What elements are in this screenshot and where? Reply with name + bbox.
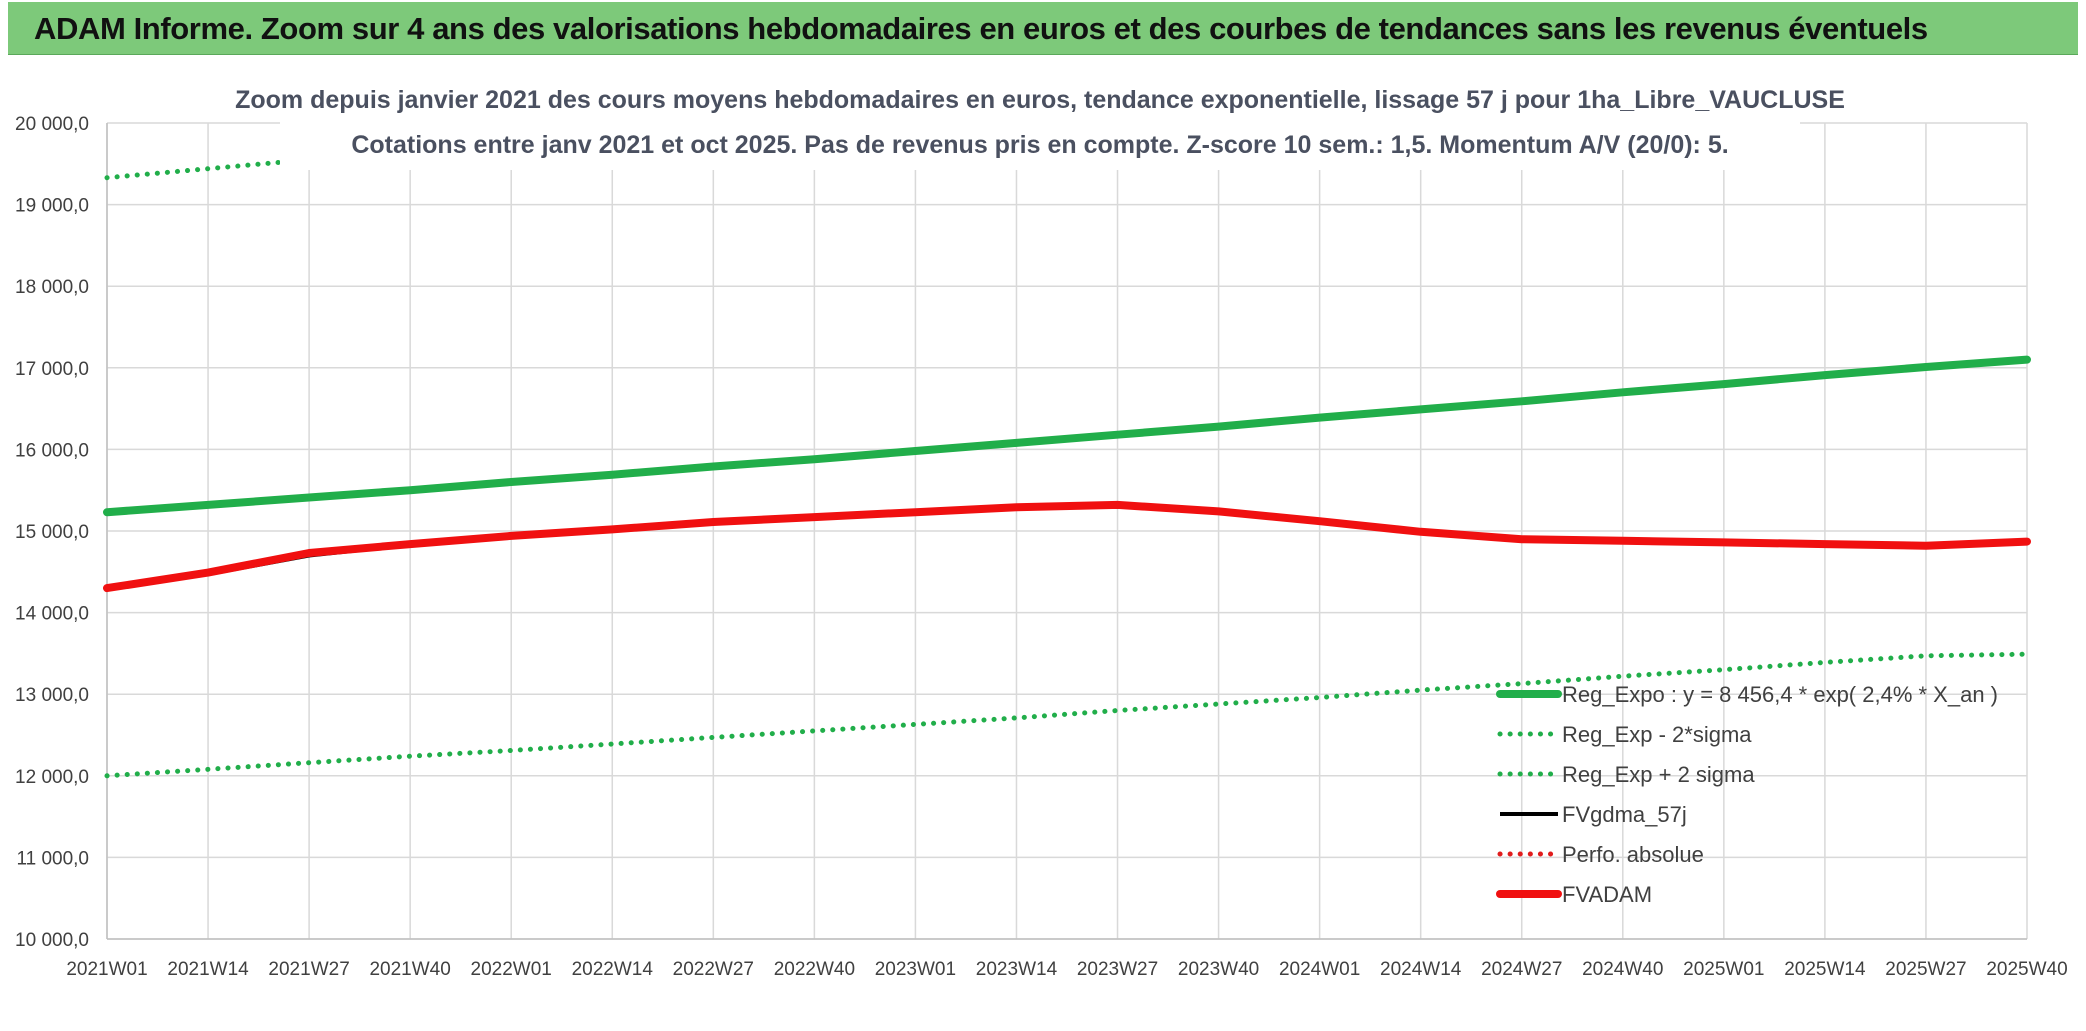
x-tick-label: 2021W14 [167, 959, 249, 980]
y-tick-label: 11 000,0 [16, 848, 89, 869]
x-tick-labels: 2021W01 2021W14 2021W27 2021W40 2022W01 2022W… [66, 959, 2067, 980]
x-tick-label: 2022W27 [673, 959, 754, 980]
x-tick-label: 2025W27 [1885, 959, 1966, 980]
x-tick-label: 2024W14 [1380, 959, 1462, 980]
x-tick-label: 2022W40 [774, 959, 855, 980]
legend-label-2: Reg_Exp + 2 sigma [1562, 762, 1755, 787]
y-tick-label: 17 000,0 [15, 359, 89, 380]
y-tick-label: 10 000,0 [15, 930, 89, 951]
legend: Reg_Expo : y = 8 456,4 * exp( 2,4% * X_a… [1496, 682, 1998, 907]
y-tick-label: 19 000,0 [15, 196, 89, 217]
y-tick-label: 15 000,0 [15, 522, 89, 543]
series-line-5 [103, 500, 2031, 593]
x-tick-label: 2025W14 [1784, 959, 1866, 980]
title-background [280, 80, 1800, 170]
x-tick-label: 2021W27 [268, 959, 349, 980]
x-tick-label: 2021W40 [369, 959, 450, 980]
x-tick-label: 2024W40 [1582, 959, 1663, 980]
y-tick-label: 18 000,0 [15, 277, 89, 298]
y-tick-label: 16 000,0 [15, 440, 89, 461]
x-tick-label: 2023W14 [976, 959, 1058, 980]
grid [106, 122, 2028, 940]
chart-subtitle: Cotations entre janv 2021 et oct 2025. P… [351, 131, 1728, 159]
x-tick-label: 2022W14 [572, 959, 654, 980]
x-tick-label: 2021W01 [66, 959, 147, 980]
banner: ADAM Informe. Zoom sur 4 ans des valoris… [8, 2, 2078, 55]
x-tick-label: 2024W27 [1481, 959, 1562, 980]
legend-label-0: Reg_Expo : y = 8 456,4 * exp( 2,4% * X_a… [1562, 682, 1998, 707]
y-tick-label: 13 000,0 [15, 685, 89, 706]
x-tick-label: 2022W01 [471, 959, 552, 980]
y-tick-label: 14 000,0 [15, 604, 89, 625]
x-tick-label: 2023W27 [1077, 959, 1158, 980]
title-mask [280, 80, 1800, 170]
legend-label-5: FVADAM [1562, 882, 1652, 907]
y-tick-label: 20 000,0 [15, 114, 89, 135]
x-tick-label: 2023W40 [1178, 959, 1259, 980]
x-tick-label: 2025W40 [1986, 959, 2067, 980]
series-line-0 [103, 355, 2031, 517]
banner-title: ADAM Informe. Zoom sur 4 ans des valoris… [34, 11, 1928, 46]
x-tick-label: 2024W01 [1279, 959, 1360, 980]
x-tick-label: 2023W01 [875, 959, 956, 980]
x-tick-label: 2025W01 [1683, 959, 1764, 980]
chart-title: Zoom depuis janvier 2021 des cours moyen… [235, 86, 1845, 114]
y-tick-labels: 10 000,0 11 000,0 12 000,0 13 000,0 14 000,0… [15, 114, 89, 951]
series-line-1 [104, 651, 2030, 779]
legend-label-1: Reg_Exp - 2*sigma [1562, 722, 1752, 747]
legend-label-4: Perfo. absolue [1562, 842, 1704, 867]
y-tick-label: 12 000,0 [15, 767, 89, 788]
legend-label-3: FVgdma_57j [1562, 802, 1687, 827]
